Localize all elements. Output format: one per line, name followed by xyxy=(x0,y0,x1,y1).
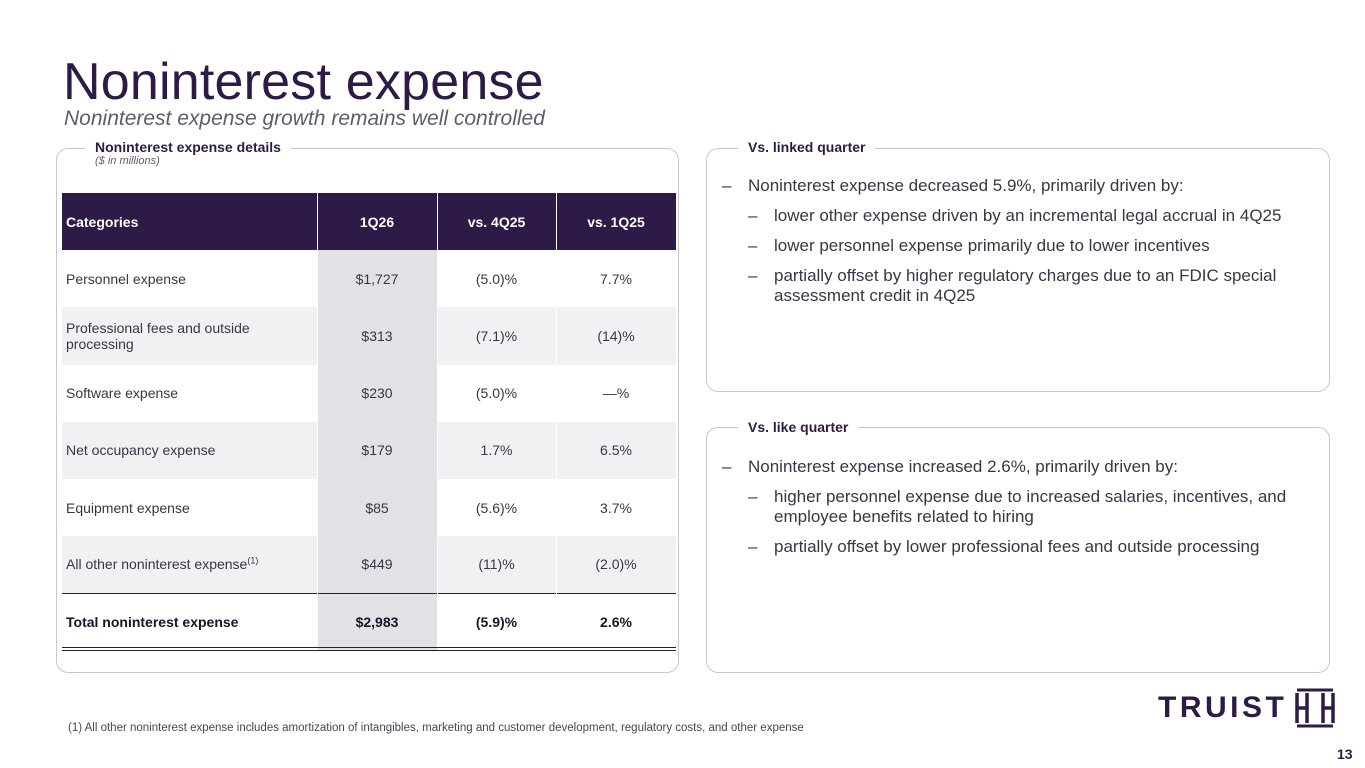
row-current-quarter: $230 xyxy=(317,364,438,422)
dash-icon: – xyxy=(748,266,758,285)
table-total-row: Total noninterest expense $2,983 (5.9)% … xyxy=(62,592,677,651)
page-number: 13 xyxy=(1337,746,1353,762)
dash-icon: – xyxy=(748,236,758,255)
row-vs-like: 3.7% xyxy=(556,478,677,537)
bullet-text: higher personnel expense due to increase… xyxy=(774,487,1287,526)
table-row: Professional fees and outside processing… xyxy=(62,307,677,365)
bullet-text: partially offset by higher regulatory ch… xyxy=(774,266,1277,305)
linked-quarter-label: Vs. linked quarter xyxy=(738,138,876,156)
column-header: 1Q26 xyxy=(317,193,438,251)
expense-table: Categories 1Q26 vs. 4Q25 vs. 1Q25 Person… xyxy=(62,193,677,651)
page-title: Noninterest expense xyxy=(63,53,544,111)
dash-icon: – xyxy=(722,457,732,476)
total-current-quarter: $2,983 xyxy=(317,592,438,651)
row-category: Equipment expense xyxy=(62,478,318,537)
row-vs-like: (2.0)% xyxy=(556,536,677,594)
row-category: All other noninterest expense(1) xyxy=(62,536,318,594)
like-quarter-bullets: – Noninterest expense increased 2.6%, pri… xyxy=(722,457,1322,567)
logo-wordmark: TRUIST xyxy=(1158,691,1288,724)
row-current-quarter: $449 xyxy=(317,536,438,594)
sub-bullet-item: – lower other expense driven by an increm… xyxy=(748,206,1322,226)
row-vs-like: 6.5% xyxy=(556,421,677,479)
row-category: Software expense xyxy=(62,364,318,422)
row-category-text: All other noninterest expense xyxy=(66,556,248,573)
linked-quarter-bullets: – Noninterest expense decreased 5.9%, pri… xyxy=(722,176,1322,316)
row-vs-like: (14)% xyxy=(556,307,677,365)
row-current-quarter: $85 xyxy=(317,478,438,537)
page-subtitle: Noninterest expense growth remains well … xyxy=(64,107,545,130)
row-vs-linked: (11)% xyxy=(437,536,557,594)
expense-details-units: ($ in millions) xyxy=(95,155,164,167)
linked-quarter-panel xyxy=(706,148,1330,392)
dash-icon: – xyxy=(748,487,758,506)
sub-bullet-item: – higher personnel expense due to increas… xyxy=(748,487,1322,527)
total-vs-linked: (5.9)% xyxy=(437,592,557,651)
column-header: Categories xyxy=(62,193,318,251)
bullet-text: lower personnel expense primarily due to… xyxy=(774,236,1210,255)
row-category: Personnel expense xyxy=(62,250,318,308)
row-vs-linked: (5.6)% xyxy=(437,478,557,537)
dash-icon: – xyxy=(748,206,758,225)
row-current-quarter: $1,727 xyxy=(317,250,438,308)
row-vs-linked: (7.1)% xyxy=(437,307,557,365)
truist-logo: TRUIST xyxy=(1158,688,1336,728)
row-category: Professional fees and outside processing xyxy=(62,307,318,365)
table-header-row: Categories 1Q26 vs. 4Q25 vs. 1Q25 xyxy=(62,193,677,251)
bullet-text: lower other expense driven by an increme… xyxy=(774,206,1282,225)
table-bottom-rule xyxy=(62,647,676,651)
dash-icon: – xyxy=(722,176,732,195)
bullet-text: Noninterest expense increased 2.6%, prim… xyxy=(748,457,1178,476)
bullet-item: – Noninterest expense decreased 5.9%, pri… xyxy=(722,176,1322,196)
table-row: Equipment expense $85 (5.6)% 3.7% xyxy=(62,478,677,537)
dash-icon: – xyxy=(748,537,758,556)
like-quarter-panel xyxy=(706,427,1330,673)
row-vs-linked: 1.7% xyxy=(437,421,557,479)
truist-logo-mark-icon xyxy=(1295,688,1336,728)
table-row: Software expense $230 (5.0)% —% xyxy=(62,364,677,422)
bullet-item: – Noninterest expense increased 2.6%, pri… xyxy=(722,457,1322,477)
table-row: All other noninterest expense(1) $449 (1… xyxy=(62,536,677,594)
row-current-quarter: $313 xyxy=(317,307,438,365)
footnote-ref: (1) xyxy=(247,555,259,566)
like-quarter-label: Vs. like quarter xyxy=(738,418,859,436)
table-row: Net occupancy expense $179 1.7% 6.5% xyxy=(62,421,677,479)
row-vs-linked: (5.0)% xyxy=(437,364,557,422)
column-header: vs. 4Q25 xyxy=(437,193,557,251)
row-category: Net occupancy expense xyxy=(62,421,318,479)
row-current-quarter: $179 xyxy=(317,421,438,479)
sub-bullet-item: – partially offset by higher regulatory c… xyxy=(748,266,1322,306)
expense-details-label: Noninterest expense details xyxy=(85,138,291,156)
row-vs-like: —% xyxy=(556,364,677,422)
table-row: Personnel expense $1,727 (5.0)% 7.7% xyxy=(62,250,677,308)
sub-bullet-item: – partially offset by lower professional … xyxy=(748,537,1322,557)
row-vs-linked: (5.0)% xyxy=(437,250,557,308)
total-vs-like: 2.6% xyxy=(556,592,677,651)
total-category: Total noninterest expense xyxy=(62,592,318,651)
bullet-text: Noninterest expense decreased 5.9%, prim… xyxy=(748,176,1184,195)
column-header: vs. 1Q25 xyxy=(556,193,677,251)
bullet-text: partially offset by lower professional f… xyxy=(774,537,1260,556)
row-vs-like: 7.7% xyxy=(556,250,677,308)
footnote: (1) All other noninterest expense includ… xyxy=(68,722,804,734)
sub-bullet-item: – lower personnel expense primarily due t… xyxy=(748,236,1322,256)
